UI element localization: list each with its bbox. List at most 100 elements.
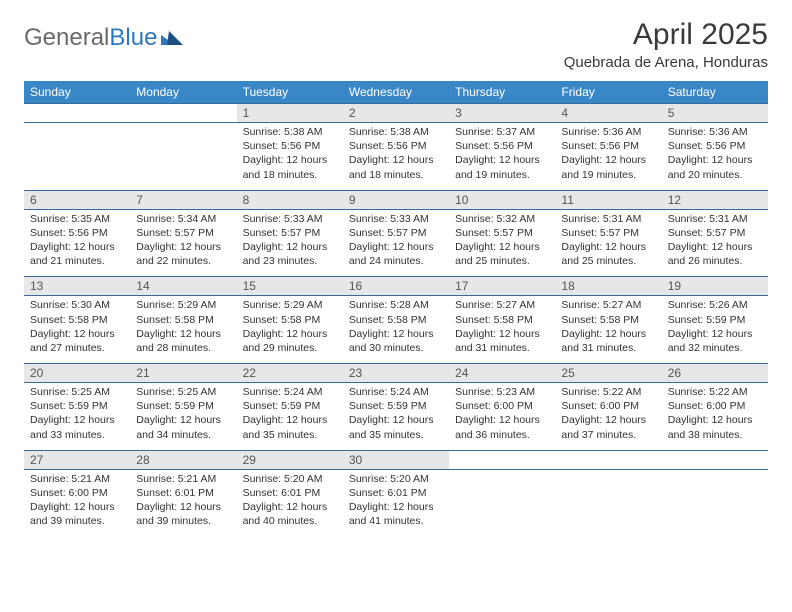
day-number-cell: 17: [449, 277, 555, 296]
sunrise-line: Sunrise: 5:21 AM: [136, 472, 230, 486]
calendar-body: 12345Sunrise: 5:38 AMSunset: 5:56 PMDayl…: [24, 104, 768, 537]
calendar-page: GeneralBlue April 2025 Quebrada de Arena…: [0, 0, 792, 546]
brand-logo: GeneralBlue: [24, 18, 183, 52]
col-tuesday: Tuesday: [237, 81, 343, 104]
sunrise-line: Sunrise: 5:37 AM: [455, 125, 549, 139]
sunset-line: Sunset: 5:58 PM: [136, 313, 230, 327]
day-number-cell: 14: [130, 277, 236, 296]
daylight-line: Daylight: 12 hours and 31 minutes.: [455, 327, 549, 355]
sunset-line: Sunset: 5:56 PM: [243, 139, 337, 153]
daynum-row: 13141516171819: [24, 277, 768, 296]
sunset-line: Sunset: 5:58 PM: [243, 313, 337, 327]
sunrise-line: Sunrise: 5:33 AM: [349, 212, 443, 226]
day-detail-cell: Sunrise: 5:25 AMSunset: 5:59 PMDaylight:…: [24, 383, 130, 451]
sunset-line: Sunset: 6:00 PM: [561, 399, 655, 413]
sunrise-line: Sunrise: 5:34 AM: [136, 212, 230, 226]
daylight-line: Daylight: 12 hours and 18 minutes.: [243, 153, 337, 181]
sunrise-line: Sunrise: 5:29 AM: [136, 298, 230, 312]
day-number-cell: 6: [24, 190, 130, 209]
sunrise-line: Sunrise: 5:24 AM: [349, 385, 443, 399]
day-number-cell: 24: [449, 364, 555, 383]
daynum-row: 6789101112: [24, 190, 768, 209]
sunrise-line: Sunrise: 5:29 AM: [243, 298, 337, 312]
day-number-cell: 16: [343, 277, 449, 296]
sunset-line: Sunset: 5:58 PM: [561, 313, 655, 327]
sunset-line: Sunset: 5:57 PM: [561, 226, 655, 240]
month-title: April 2025: [564, 18, 768, 52]
detail-row: Sunrise: 5:25 AMSunset: 5:59 PMDaylight:…: [24, 383, 768, 451]
sunset-line: Sunset: 5:56 PM: [349, 139, 443, 153]
detail-row: Sunrise: 5:35 AMSunset: 5:56 PM Daylight:…: [24, 209, 768, 277]
daynum-row: 20212223242526: [24, 364, 768, 383]
day-number-cell: 15: [237, 277, 343, 296]
sunrise-line: Sunrise: 5:27 AM: [455, 298, 549, 312]
sunrise-line: Sunrise: 5:22 AM: [561, 385, 655, 399]
daylight-line: Daylight: 12 hours and 39 minutes.: [136, 500, 230, 528]
sunrise-line: Sunrise: 5:27 AM: [561, 298, 655, 312]
day-detail-cell: [449, 469, 555, 536]
day-detail-cell: Sunrise: 5:32 AMSunset: 5:57 PMDaylight:…: [449, 209, 555, 277]
daylight-line: Daylight: 12 hours and 31 minutes.: [561, 327, 655, 355]
day-number-cell: 30: [343, 450, 449, 469]
sunset-line: Sunset: 5:59 PM: [30, 399, 124, 413]
daylight-line: Daylight: 12 hours and 40 minutes.: [243, 500, 337, 528]
day-detail-cell: Sunrise: 5:30 AMSunset: 5:58 PMDaylight:…: [24, 296, 130, 364]
daylight-line: Daylight: 12 hours and 27 minutes.: [30, 327, 124, 355]
day-detail-cell: Sunrise: 5:23 AMSunset: 6:00 PMDaylight:…: [449, 383, 555, 451]
daylight-line: Daylight: 12 hours and 22 minutes.: [136, 240, 230, 268]
day-detail-cell: Sunrise: 5:27 AMSunset: 5:58 PMDaylight:…: [555, 296, 661, 364]
day-number-cell: 4: [555, 104, 661, 123]
sunrise-line: Sunrise: 5:22 AM: [668, 385, 762, 399]
day-number-cell: 21: [130, 364, 236, 383]
day-detail-cell: [24, 123, 130, 191]
day-detail-cell: Sunrise: 5:20 AMSunset: 6:01 PMDaylight:…: [343, 469, 449, 536]
day-detail-cell: Sunrise: 5:24 AMSunset: 5:59 PMDaylight:…: [343, 383, 449, 451]
sunset-line: Sunset: 5:56 PM: [30, 226, 124, 240]
sunrise-line: Sunrise: 5:26 AM: [668, 298, 762, 312]
day-number-cell: [555, 450, 661, 469]
day-detail-cell: Sunrise: 5:21 AMSunset: 6:01 PMDaylight:…: [130, 469, 236, 536]
day-detail-cell: Sunrise: 5:28 AMSunset: 5:58 PMDaylight:…: [343, 296, 449, 364]
sunset-line: Sunset: 6:00 PM: [455, 399, 549, 413]
sunrise-line: Sunrise: 5:20 AM: [349, 472, 443, 486]
detail-row: Sunrise: 5:38 AMSunset: 5:56 PMDaylight:…: [24, 123, 768, 191]
sunrise-line: Sunrise: 5:33 AM: [243, 212, 337, 226]
sunrise-line: Sunrise: 5:25 AM: [30, 385, 124, 399]
day-detail-cell: Sunrise: 5:37 AMSunset: 5:56 PMDaylight:…: [449, 123, 555, 191]
day-number-cell: 5: [662, 104, 768, 123]
brand-part2: Blue: [109, 24, 157, 52]
day-number-cell: 22: [237, 364, 343, 383]
daylight-line: Daylight: 12 hours and 37 minutes.: [561, 413, 655, 441]
sunrise-line: Sunrise: 5:25 AM: [136, 385, 230, 399]
daylight-line: Daylight: 12 hours and 26 minutes.: [668, 240, 762, 268]
day-number-cell: 11: [555, 190, 661, 209]
day-number-cell: 25: [555, 364, 661, 383]
day-number-cell: 13: [24, 277, 130, 296]
daylight-line: Daylight: 12 hours and 39 minutes.: [30, 500, 124, 528]
col-thursday: Thursday: [449, 81, 555, 104]
sunset-line: Sunset: 5:57 PM: [349, 226, 443, 240]
day-number-cell: [24, 104, 130, 123]
daylight-line: Daylight: 12 hours and 28 minutes.: [136, 327, 230, 355]
sunset-line: Sunset: 6:00 PM: [30, 486, 124, 500]
day-detail-cell: Sunrise: 5:25 AMSunset: 5:59 PMDaylight:…: [130, 383, 236, 451]
day-number-cell: 9: [343, 190, 449, 209]
daylight-line: Daylight: 12 hours and 33 minutes.: [30, 413, 124, 441]
day-number-cell: 28: [130, 450, 236, 469]
day-number-cell: 12: [662, 190, 768, 209]
daylight-line: Daylight: 12 hours and 35 minutes.: [243, 413, 337, 441]
sunset-line: Sunset: 5:56 PM: [668, 139, 762, 153]
sunrise-line: Sunrise: 5:35 AM: [30, 212, 124, 226]
sunrise-line: Sunrise: 5:36 AM: [668, 125, 762, 139]
daylight-line: Daylight: 12 hours and 34 minutes.: [136, 413, 230, 441]
sunrise-line: Sunrise: 5:30 AM: [30, 298, 124, 312]
brand-mark-icon: [161, 24, 183, 52]
daylight-line: Daylight: 12 hours and 24 minutes.: [349, 240, 443, 268]
daylight-line: Daylight: 12 hours and 41 minutes.: [349, 500, 443, 528]
col-friday: Friday: [555, 81, 661, 104]
daylight-line: Daylight: 12 hours and 29 minutes.: [243, 327, 337, 355]
daylight-line: Daylight: 12 hours and 19 minutes.: [455, 153, 549, 181]
sunset-line: Sunset: 5:57 PM: [243, 226, 337, 240]
location-text: Quebrada de Arena, Honduras: [564, 54, 768, 71]
day-detail-cell: Sunrise: 5:27 AMSunset: 5:58 PMDaylight:…: [449, 296, 555, 364]
